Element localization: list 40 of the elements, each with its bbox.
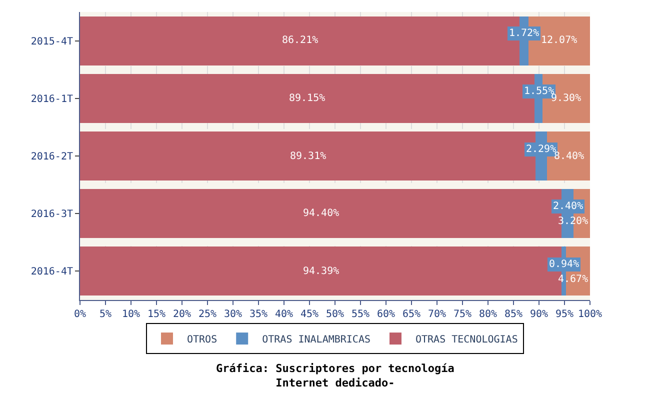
x-tick-label: 10%	[122, 309, 140, 320]
legend-label: OTRAS INALAMBRICAS	[262, 334, 370, 346]
x-tick-label: 85%	[504, 309, 523, 320]
x-tick-label: 80%	[478, 309, 498, 320]
x-tick-label: 65%	[402, 309, 421, 320]
y-tick-label: 2016-4T	[30, 266, 73, 278]
data-label: 89.15%	[289, 93, 326, 104]
data-label: 12.07%	[541, 35, 578, 46]
x-tick-label: 20%	[172, 309, 192, 320]
x-tick-label: 25%	[198, 309, 217, 320]
y-tick-label: 2015-4T	[30, 36, 73, 48]
x-tick-label: 0%	[74, 309, 86, 320]
x-tick-label: 30%	[224, 309, 242, 320]
x-tick-label: 5%	[99, 309, 112, 320]
data-label: 94.40%	[303, 208, 340, 219]
data-label: 2.40%	[553, 201, 584, 212]
data-label: 8.40%	[554, 151, 584, 162]
data-label: 86.21%	[282, 35, 318, 46]
y-tick-label: 2016-2T	[30, 152, 73, 162]
y-tick-label: 2016-1T	[30, 94, 73, 105]
x-tick-label: 90%	[530, 309, 548, 320]
data-label: 89.31%	[290, 151, 326, 162]
y-tick-label: 2016-3T	[30, 209, 73, 220]
text: Gráfica: Suscriptores por tecnología Internet dedicado-	[216, 362, 454, 390]
x-tick-label: 40%	[274, 309, 294, 320]
data-label: 94.39%	[303, 266, 340, 277]
x-tick-label: 95%	[555, 309, 574, 320]
x-tick-label: 75%	[453, 309, 472, 320]
legend-label: OTROS	[187, 334, 218, 346]
data-label: 0.94%	[549, 259, 580, 270]
x-tick-label: 70%	[428, 309, 446, 320]
x-tick-label: 50%	[326, 309, 344, 320]
data-label: 1.72%	[509, 28, 540, 39]
x-tick-label: 35%	[249, 309, 268, 320]
legend-label: OTRAS TECNOLOGIAS	[415, 334, 518, 346]
x-tick-label: 55%	[351, 309, 370, 320]
x-tick-label: 100%	[578, 309, 602, 320]
x-tick-label: 60%	[376, 309, 396, 320]
x-tick-label: 45%	[300, 309, 319, 320]
x-tick-label: 15%	[147, 309, 166, 320]
